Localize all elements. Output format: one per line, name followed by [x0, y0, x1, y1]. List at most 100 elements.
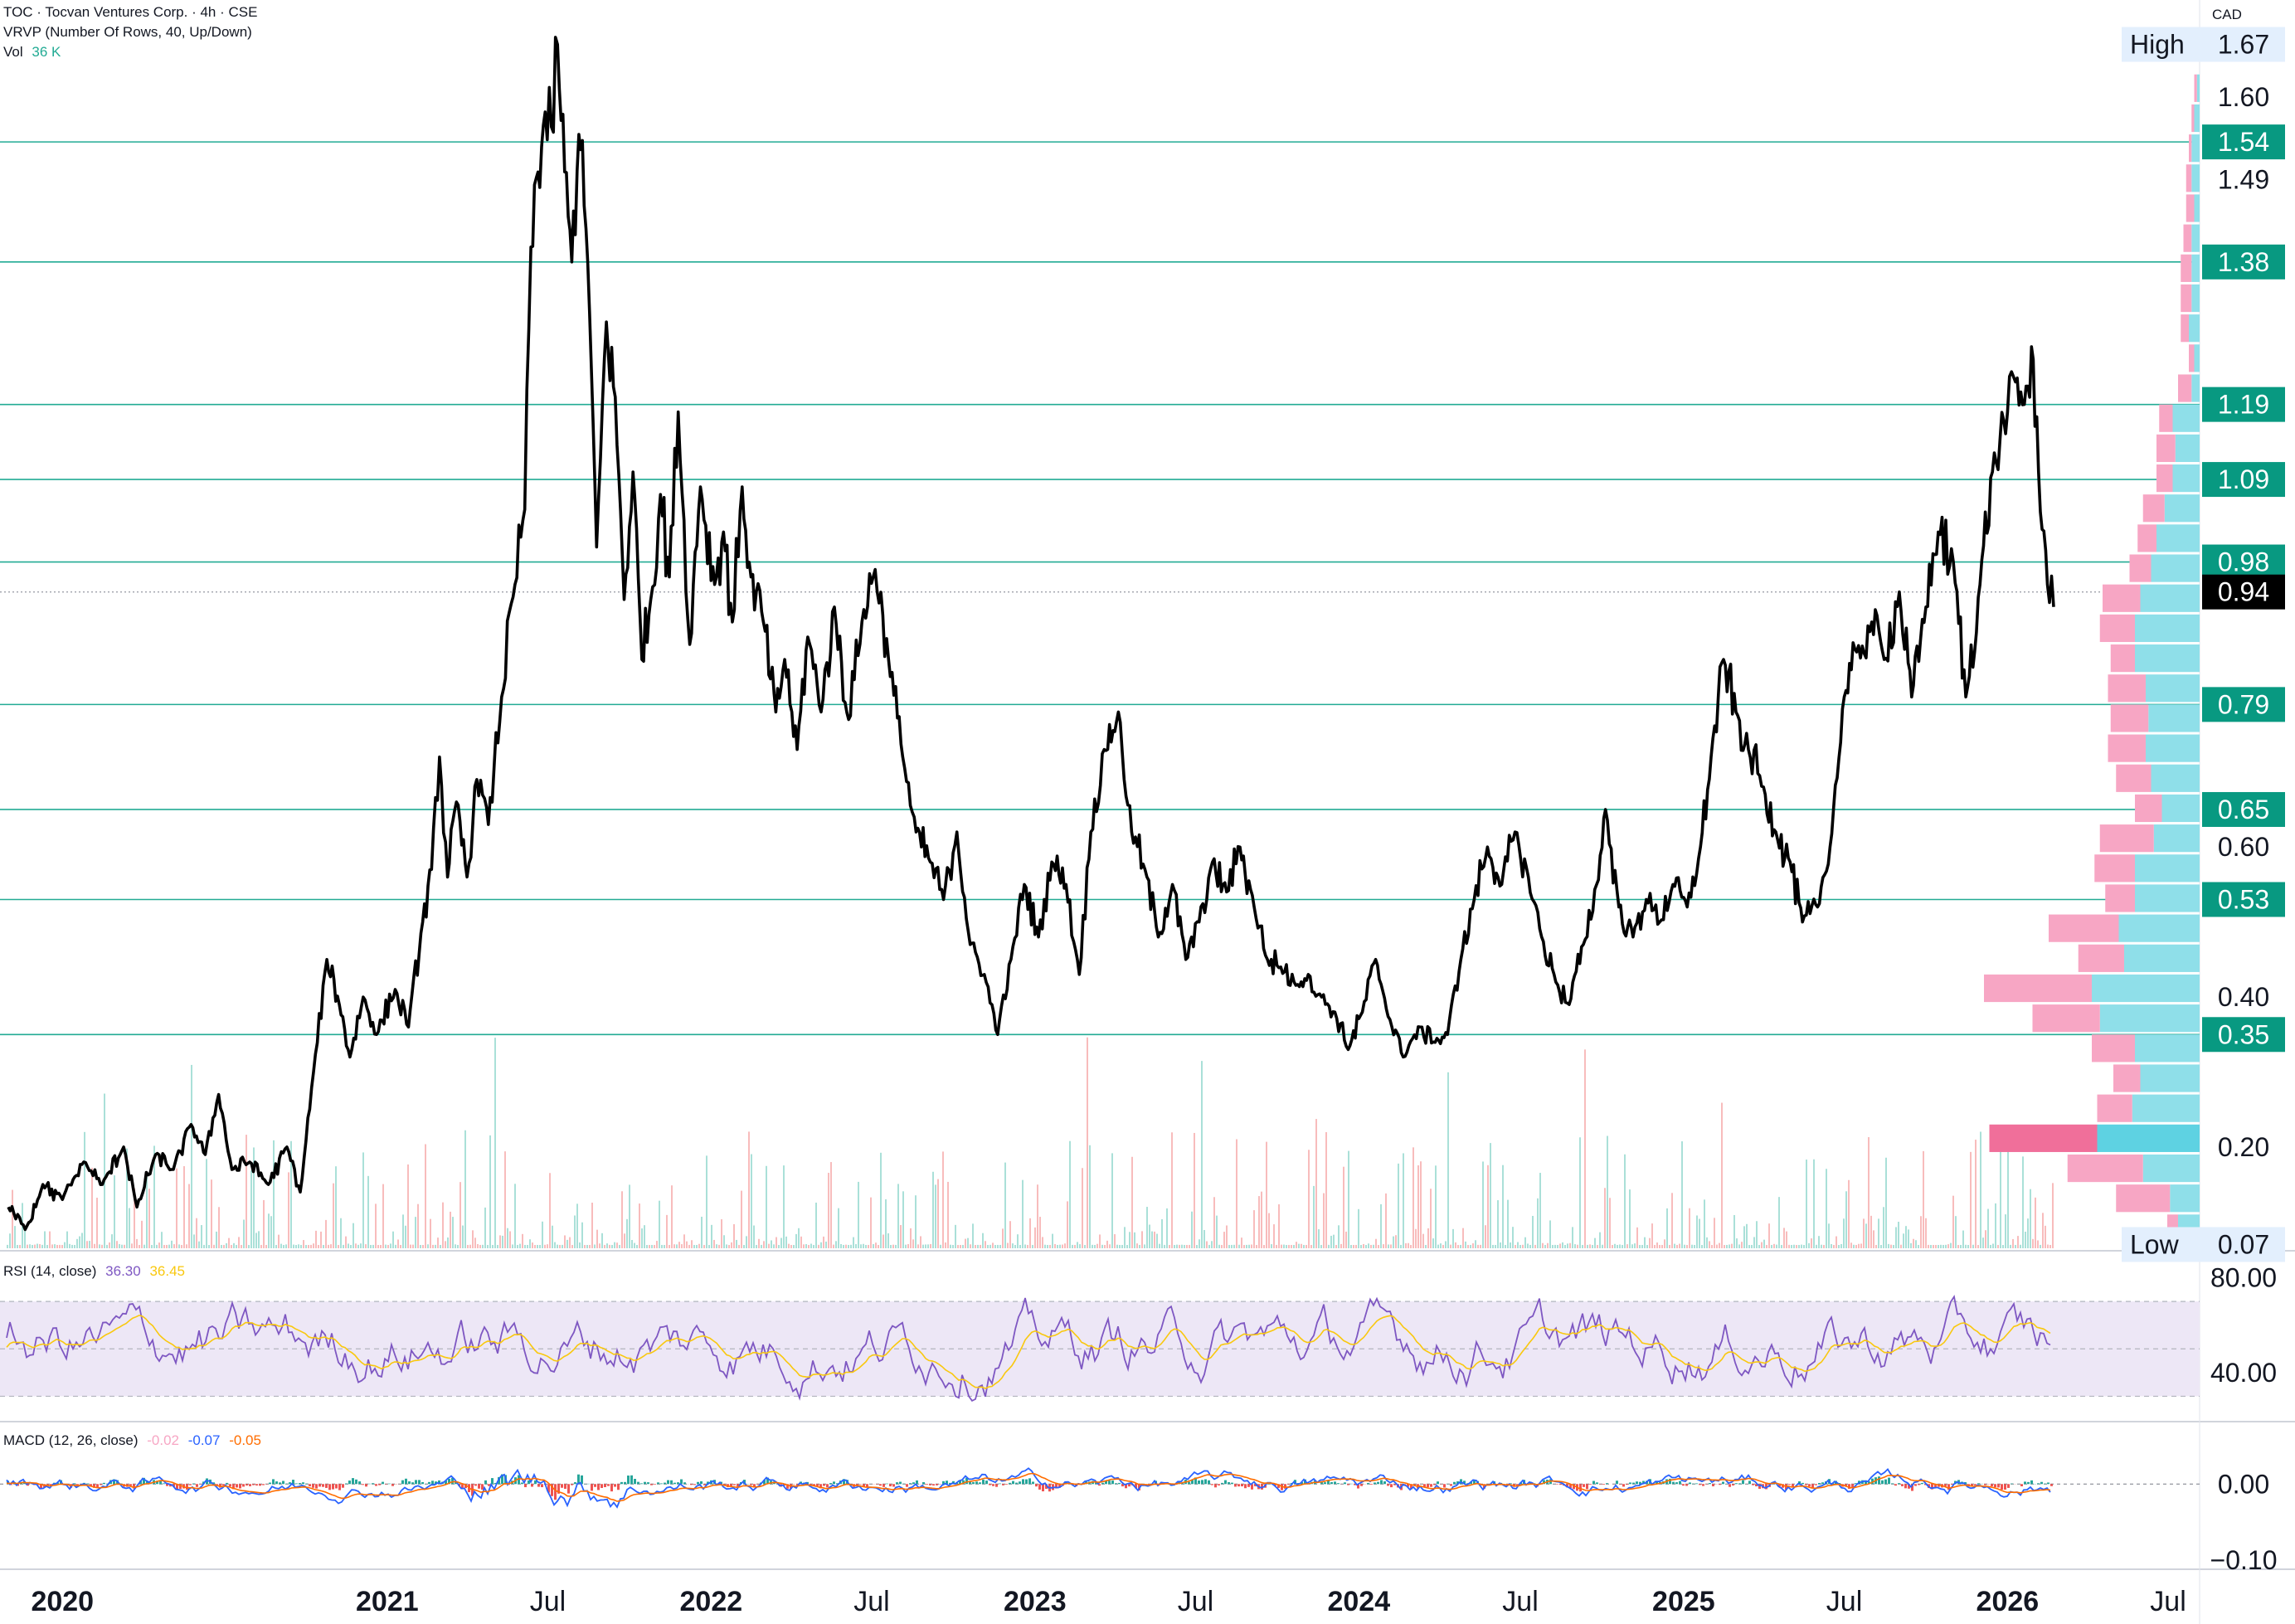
macd-hist-bar [600, 1484, 603, 1489]
rsi-legend[interactable]: RSI (14, close) 36.30 36.45 [3, 1262, 185, 1281]
macd-hist-bar [2037, 1483, 2040, 1485]
volume-bar [524, 1244, 526, 1248]
macd-hist-bar [17, 1484, 19, 1486]
volume-bar [1529, 1244, 1531, 1248]
volume-bar [450, 1211, 451, 1248]
volume-bar [111, 1234, 113, 1248]
volume-bar [1602, 1244, 1603, 1248]
macd-hist-bar [909, 1483, 912, 1485]
volume-bar [1378, 1244, 1379, 1248]
volume-bar [1845, 1191, 1847, 1248]
time-axis[interactable]: 2020 2021 Jul 2022 Jul 2023 Jul 2024 Jul 2025 Jul 2… [31, 1586, 2186, 1617]
volume-bar [733, 1224, 735, 1248]
macd-hist-bar [756, 1484, 759, 1485]
macd-hist-bar [305, 1483, 308, 1485]
macd-legend[interactable]: MACD (12, 26, close) -0.02 -0.07 -0.05 [3, 1432, 261, 1450]
volume-bar [547, 1244, 548, 1248]
vrvp-title: VRVP (Number Of Rows, 40, Up/Down) [3, 24, 252, 40]
volume-bar [763, 1241, 765, 1248]
macd-hist-bar [1815, 1484, 1817, 1485]
macd-hist-bar [1125, 1484, 1127, 1489]
volume-bar [59, 1244, 61, 1248]
volume-bar [950, 1244, 951, 1248]
volume-bar [1427, 1228, 1429, 1248]
volume-bar [1768, 1223, 1770, 1248]
volume-bar [761, 1244, 762, 1248]
volume-bar [828, 1173, 829, 1248]
volume-bar [1310, 1244, 1312, 1248]
vrvp-legend[interactable]: VRVP (Number Of Rows, 40, Up/Down) [3, 23, 252, 41]
volume-bar [557, 1244, 558, 1248]
macd-hist-bar [1871, 1478, 1874, 1485]
macd-hist-bar [1135, 1484, 1137, 1489]
volume-bar [1218, 1244, 1220, 1248]
macd-hist-bar [1380, 1480, 1383, 1485]
macd-hist-bar [408, 1481, 411, 1485]
volume-bar [1223, 1232, 1225, 1248]
volume-bar [1248, 1244, 1250, 1248]
volume-bar [1626, 1244, 1628, 1248]
vp-down-bar [2110, 704, 2149, 732]
volume-bar [626, 1218, 628, 1248]
symbol-legend[interactable]: TOC · Tocvan Ventures Corp. · 4h · CSE [3, 3, 257, 22]
volume-bar [1574, 1244, 1576, 1248]
volume-bar [1067, 1201, 1068, 1248]
volume-bar [1109, 1244, 1111, 1248]
volume-bar [153, 1145, 155, 1248]
volume-bar [353, 1223, 354, 1248]
macd-hist-bar [289, 1482, 291, 1485]
price-axis[interactable]: 1.60 1.49 0.60 0.40 0.20 1.54 1.38 1.19 1.09 0.98… [2122, 27, 2285, 1262]
volume-bar [1403, 1153, 1404, 1248]
volume-bar [654, 1245, 655, 1248]
volume-bar [1923, 1150, 1924, 1248]
volume-bar [1838, 1244, 1840, 1248]
volume-bar [1054, 1243, 1056, 1248]
macd-hist-bar [1247, 1484, 1250, 1487]
high-tag-label: High [2130, 30, 2185, 60]
level-label-bg [2202, 124, 2285, 160]
macd-hist-bar [1095, 1482, 1097, 1485]
volume-bar [1024, 1244, 1026, 1248]
high-tag-value: 1.67 [2218, 30, 2269, 60]
volume-bar [1106, 1240, 1108, 1248]
vp-up-bar [2191, 284, 2200, 313]
volume-bar [1801, 1244, 1802, 1248]
volume-bar [519, 1243, 521, 1248]
volume-bar [1709, 1241, 1710, 1248]
vp-down-bar [2183, 224, 2192, 252]
current-price-label-bg [2202, 574, 2285, 610]
macd-hist-bar [1848, 1484, 1850, 1489]
volume-bar [813, 1245, 814, 1248]
volume-bar [1818, 1236, 1820, 1248]
volume-legend[interactable]: Vol 36 K [3, 43, 61, 61]
macd-hist-bar [1682, 1484, 1685, 1486]
macd-hist-bar [275, 1481, 278, 1485]
macd-hist-bar [1370, 1484, 1373, 1485]
macd-hist-bar [554, 1484, 557, 1500]
volume-bar [1980, 1131, 1981, 1248]
volume-bar [691, 1240, 693, 1248]
macd-hist-bar [1977, 1483, 1980, 1485]
volume-bar [410, 1244, 411, 1248]
volume-bar [1199, 1239, 1200, 1248]
vp-down-bar [2092, 1034, 2135, 1062]
vp-down-bar [2116, 764, 2152, 792]
macd-hist-bar [1573, 1484, 1575, 1490]
macd-hist-bar [833, 1481, 835, 1485]
volume-bar [435, 1244, 436, 1248]
volume-bar [437, 1237, 439, 1248]
volume-bar [1388, 1244, 1389, 1248]
volume-bar [469, 1244, 471, 1248]
volume-bar [1898, 1222, 1899, 1248]
macd-hist-bar [1241, 1484, 1243, 1487]
macd-hist-bar [236, 1484, 238, 1488]
macd-hist-bar [1947, 1484, 1950, 1490]
volume-bar [1141, 1231, 1143, 1248]
volume-bar [1786, 1231, 1787, 1248]
volume-bar [1776, 1244, 1777, 1248]
volume-bar [218, 1207, 220, 1248]
volume-bar [1365, 1244, 1367, 1248]
volume-bar [554, 1242, 556, 1248]
horizontal-levels[interactable] [0, 141, 2200, 1036]
